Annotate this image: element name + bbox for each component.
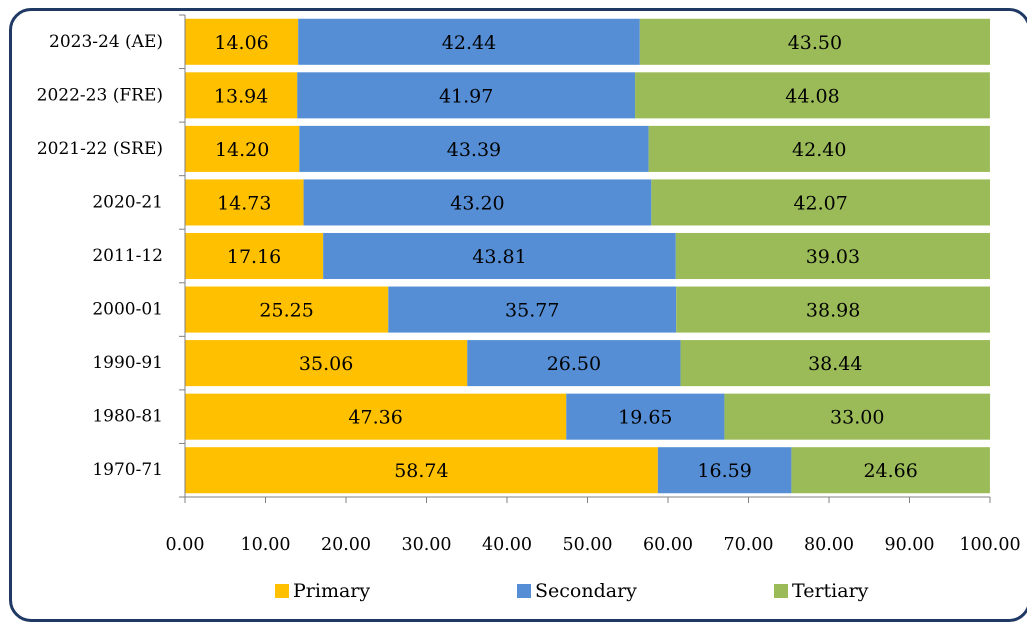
x-tick-label: 20.00 [321, 535, 371, 555]
data-label: 58.74 [394, 460, 448, 482]
bar-secondary [298, 18, 640, 65]
x-tick-label: 50.00 [562, 535, 612, 555]
bar-primary [185, 179, 304, 226]
category-label: 1990-91 [92, 353, 163, 373]
data-label: 24.66 [863, 460, 917, 482]
data-label: 38.44 [808, 353, 862, 375]
bar-secondary [467, 340, 681, 387]
legend-label-primary: Primary [293, 580, 370, 602]
data-label: 35.06 [299, 353, 353, 375]
bar-primary [185, 393, 567, 440]
data-label: 39.03 [806, 246, 860, 268]
data-label: 38.98 [806, 300, 860, 322]
bar-tertiary [675, 232, 990, 280]
data-label: 17.16 [227, 246, 281, 268]
legend-swatch-secondary [517, 584, 531, 598]
category-label: 2011-12 [92, 246, 163, 266]
bar-tertiary [635, 72, 990, 119]
data-label: 14.20 [215, 139, 269, 161]
bar-primary [185, 286, 389, 333]
bar-primary [185, 232, 324, 280]
bar-primary [185, 18, 299, 65]
legend-label-tertiary: Tertiary [792, 580, 869, 602]
bar-tertiary [724, 393, 991, 440]
x-tick-label: 70.00 [723, 535, 773, 555]
legend-swatch-primary [275, 584, 289, 598]
x-tick-label: 60.00 [643, 535, 693, 555]
x-tick-label: 10.00 [240, 535, 290, 555]
bar-tertiary [651, 179, 990, 226]
bar-primary [185, 340, 468, 387]
bar-secondary [299, 125, 649, 172]
x-tick-label: 80.00 [804, 535, 854, 555]
legend-label-secondary: Secondary [535, 580, 637, 602]
data-label: 44.08 [785, 85, 839, 107]
bar-secondary [388, 286, 677, 333]
data-label: 33.00 [830, 407, 884, 429]
bar-tertiary [791, 447, 990, 494]
data-label: 25.25 [259, 300, 313, 322]
category-label: 1970-71 [92, 460, 163, 480]
bars-layer [185, 18, 991, 494]
data-label: 43.81 [472, 246, 526, 268]
bar-tertiary [639, 18, 990, 65]
labels-layer: 2023-24 (AE) 14.06 42.44 43.50 2022-23 (FRE)… [37, 32, 918, 482]
x-tick-label: 90.00 [884, 535, 934, 555]
bar-secondary [566, 393, 725, 440]
data-label: 35.77 [505, 300, 559, 322]
data-label: 26.50 [547, 353, 601, 375]
data-label: 13.94 [214, 85, 268, 107]
x-tick-label: 100.00 [959, 535, 1020, 555]
category-label: 2020-21 [92, 192, 163, 212]
legend-swatch-tertiary [774, 584, 788, 598]
data-label: 43.39 [447, 139, 501, 161]
category-label: 1980-81 [92, 407, 163, 427]
bar-primary [185, 72, 298, 119]
data-label: 42.44 [442, 32, 496, 54]
bar-secondary [657, 447, 792, 494]
category-label: 2023-24 (AE) [49, 32, 163, 52]
data-label: 42.40 [792, 139, 846, 161]
bar-primary [185, 447, 658, 494]
data-label: 43.50 [788, 32, 842, 54]
bar-tertiary [648, 125, 990, 172]
bar-tertiary [676, 286, 990, 333]
bar-secondary [297, 72, 636, 119]
axis-layer: 0.00 10.00 20.00 30.00 40.00 50.00 60.00 70.00 8… [166, 14, 1021, 555]
category-label: 2000-01 [92, 300, 163, 320]
data-label: 47.36 [348, 407, 402, 429]
legend: Primary Secondary Tertiary [275, 580, 869, 602]
bar-secondary [303, 179, 652, 226]
data-label: 14.06 [214, 32, 268, 54]
category-label: 2021-22 (SRE) [37, 139, 163, 159]
x-tick-label: 40.00 [482, 535, 532, 555]
x-tick-label: 30.00 [401, 535, 451, 555]
data-label: 43.20 [450, 192, 504, 214]
data-label: 19.65 [618, 407, 672, 429]
bar-primary [185, 125, 300, 172]
data-label: 16.59 [697, 460, 751, 482]
data-label: 41.97 [439, 85, 493, 107]
bar-secondary [323, 232, 676, 280]
data-label: 14.73 [217, 192, 271, 214]
bar-tertiary [680, 340, 990, 387]
x-tick-label: 0.00 [166, 535, 205, 555]
data-label: 42.07 [793, 192, 847, 214]
category-label: 2022-23 (FRE) [37, 85, 163, 105]
